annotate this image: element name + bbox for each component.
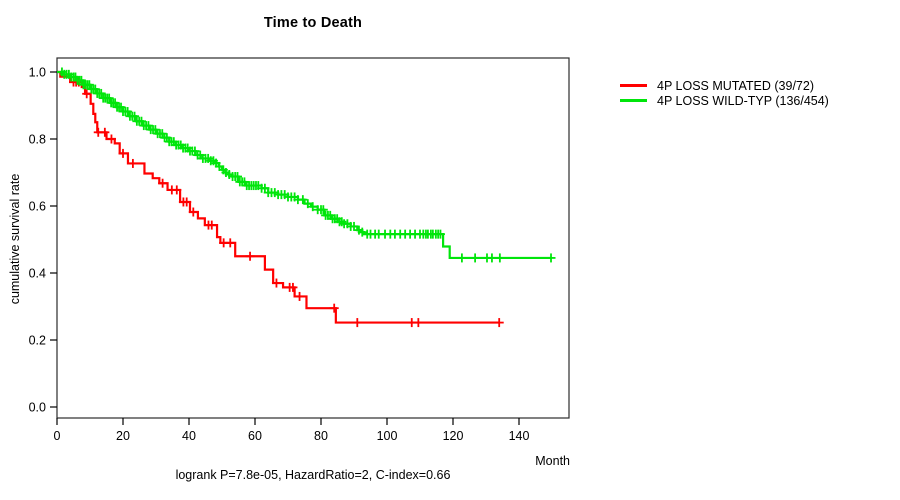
- x-tick-label: 0: [54, 429, 61, 443]
- x-tick-label: 80: [314, 429, 328, 443]
- legend-row-mutated: 4P LOSS MUTATED (39/72): [620, 78, 829, 93]
- legend-row-wildtype: 4P LOSS WILD-TYP (136/454): [620, 93, 829, 108]
- x-tick-label: 40: [182, 429, 196, 443]
- legend: 4P LOSS MUTATED (39/72) 4P LOSS WILD-TYP…: [620, 78, 829, 108]
- y-tick-label: 0.2: [29, 334, 46, 348]
- legend-label-mutated: 4P LOSS MUTATED (39/72): [657, 78, 814, 93]
- y-tick-label: 0.4: [29, 267, 46, 281]
- y-tick-label: 0.6: [29, 200, 46, 214]
- x-tick-label: 100: [377, 429, 398, 443]
- plot-title: Time to Death: [263, 15, 363, 31]
- x-tick-label: 120: [443, 429, 464, 443]
- legend-swatch-wildtype: [620, 99, 647, 102]
- stats-footer: logrank P=7.8e-05, HazardRatio=2, C-inde…: [175, 468, 451, 482]
- x-tick-label: 20: [116, 429, 130, 443]
- legend-label-wildtype: 4P LOSS WILD-TYP (136/454): [657, 93, 829, 108]
- y-tick-label: 0.0: [29, 401, 46, 415]
- x-tick-label: 60: [248, 429, 262, 443]
- legend-swatch-mutated: [620, 84, 647, 87]
- y-tick-label: 1.0: [29, 66, 46, 80]
- x-axis-unit-label: Month: [535, 454, 570, 468]
- survival-curve-mutated: [57, 70, 500, 324]
- y-tick-label: 0.8: [29, 133, 46, 147]
- plot-box: [56, 57, 570, 419]
- x-tick-label: 140: [509, 429, 530, 443]
- survival-curve-wildtype: [57, 70, 552, 260]
